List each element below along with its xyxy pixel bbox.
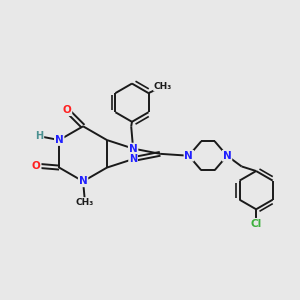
Text: N: N xyxy=(184,151,193,161)
Text: N: N xyxy=(129,144,137,154)
Text: N: N xyxy=(55,135,64,145)
Text: CH₃: CH₃ xyxy=(76,198,94,207)
Text: CH₃: CH₃ xyxy=(154,82,172,91)
Text: O: O xyxy=(63,105,71,115)
Text: H: H xyxy=(35,131,44,141)
Text: Cl: Cl xyxy=(250,219,262,229)
Text: N: N xyxy=(79,176,88,186)
Text: N: N xyxy=(129,154,137,164)
Text: N: N xyxy=(223,151,231,161)
Text: O: O xyxy=(32,161,41,171)
